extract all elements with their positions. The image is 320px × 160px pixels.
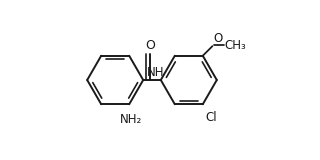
Text: O: O xyxy=(145,39,155,52)
Text: O: O xyxy=(213,32,222,45)
Text: NH: NH xyxy=(147,66,164,79)
Text: Cl: Cl xyxy=(205,112,217,124)
Text: NH₂: NH₂ xyxy=(120,113,142,126)
Text: CH₃: CH₃ xyxy=(224,39,246,52)
